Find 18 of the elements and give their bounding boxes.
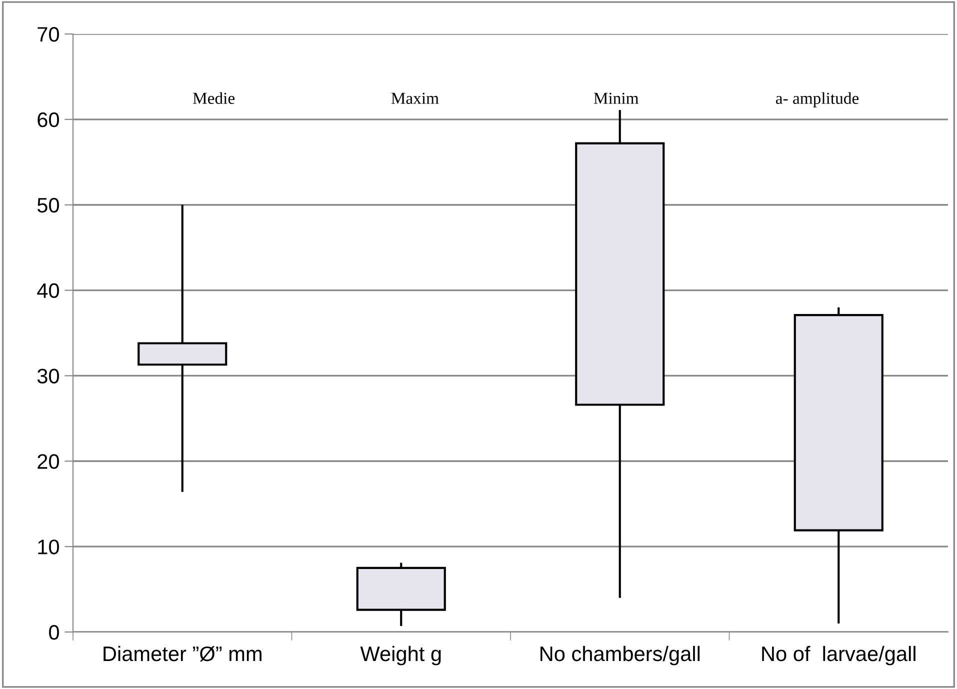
x-tick-label: Weight g <box>360 646 441 666</box>
candlestick <box>575 108 665 599</box>
annotation: a- amplitude <box>776 92 859 108</box>
annotation: Maxim <box>391 92 439 104</box>
y-tick-label: 20 <box>38 454 59 469</box>
y-tick-label: 50 <box>37 198 59 213</box>
y-tick-label: 70 <box>38 27 59 42</box>
y-tick-label: 0 <box>49 625 59 640</box>
y-tick-label: 40 <box>37 283 59 298</box>
x-tick-label: No of larvae/gall <box>762 646 916 666</box>
x-tick-label: No chambers/gall <box>540 646 700 666</box>
y-tick-label: 10 <box>38 540 59 554</box>
y-tick-label: 60 <box>38 112 59 128</box>
annotation: Minim <box>594 92 639 104</box>
y-tick-label: 30 <box>37 368 59 384</box>
x-tick-label: Diameter ”Ø” mm <box>104 646 262 662</box>
candlestick <box>138 204 228 493</box>
annotation: Medie <box>192 92 235 104</box>
